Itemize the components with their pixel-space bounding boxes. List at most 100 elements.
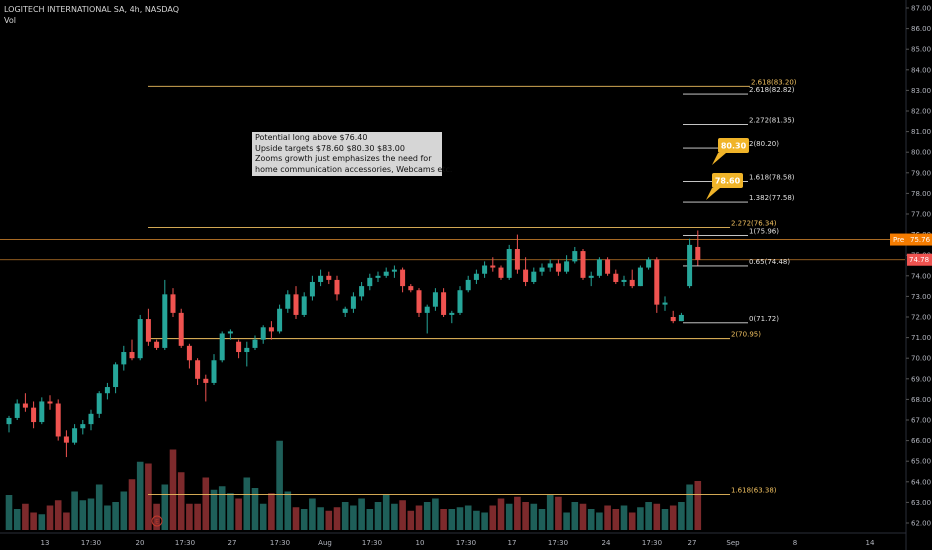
- annotation-note[interactable]: Potential long above $76.40 Upside targe…: [252, 132, 452, 176]
- candle-body[interactable]: [236, 341, 242, 353]
- candle-body[interactable]: [203, 378, 209, 383]
- candle-body[interactable]: [6, 417, 12, 425]
- volume-bar: [251, 488, 259, 530]
- candle-body[interactable]: [47, 401, 53, 404]
- candle-body[interactable]: [72, 428, 78, 443]
- candle-body[interactable]: [342, 308, 348, 313]
- candle-body[interactable]: [154, 341, 160, 348]
- candle-body[interactable]: [96, 393, 102, 414]
- candle-body[interactable]: [350, 296, 356, 309]
- candle-body[interactable]: [441, 292, 447, 315]
- candle-body[interactable]: [449, 312, 455, 315]
- candle-body[interactable]: [506, 249, 512, 278]
- candle-body[interactable]: [162, 294, 168, 348]
- candle-body[interactable]: [252, 339, 258, 348]
- candle-body[interactable]: [318, 275, 324, 282]
- candle-body[interactable]: [22, 403, 28, 408]
- candle-body[interactable]: [31, 407, 37, 423]
- candle-body[interactable]: [137, 319, 143, 359]
- candle-body[interactable]: [547, 263, 553, 268]
- candle-body[interactable]: [260, 327, 266, 340]
- candle-body[interactable]: [383, 271, 389, 276]
- candle-body[interactable]: [564, 261, 570, 272]
- candle-body[interactable]: [695, 246, 701, 260]
- earnings-event-icon[interactable]: [151, 515, 163, 527]
- candle-body[interactable]: [457, 290, 463, 313]
- candle-body[interactable]: [613, 273, 619, 282]
- candle-body[interactable]: [432, 292, 438, 307]
- candle-body[interactable]: [55, 403, 61, 437]
- volume-bar: [309, 498, 316, 530]
- volume-bar: [13, 509, 21, 530]
- volume-bar: [481, 512, 488, 530]
- candle-body[interactable]: [170, 294, 176, 313]
- candle-body[interactable]: [605, 259, 611, 274]
- candle-body[interactable]: [293, 294, 299, 315]
- candle-body[interactable]: [178, 312, 184, 346]
- candle-body[interactable]: [531, 271, 537, 282]
- candle-body[interactable]: [211, 360, 217, 383]
- candle-body[interactable]: [88, 413, 94, 425]
- target-callout-box[interactable]: [712, 173, 743, 189]
- candle-body[interactable]: [621, 279, 627, 282]
- candle-body[interactable]: [285, 294, 291, 309]
- candle-body[interactable]: [408, 286, 414, 291]
- candle-body[interactable]: [219, 333, 225, 361]
- candle-body[interactable]: [687, 244, 693, 287]
- candle-body[interactable]: [555, 263, 561, 272]
- candle-body[interactable]: [301, 296, 307, 315]
- candle-body[interactable]: [465, 279, 471, 291]
- candle-body[interactable]: [326, 275, 332, 280]
- candle-body[interactable]: [277, 308, 283, 332]
- candle-body[interactable]: [195, 360, 201, 379]
- target-callout-box[interactable]: [718, 138, 749, 154]
- candle-body[interactable]: [334, 279, 340, 295]
- candle-body[interactable]: [104, 387, 110, 394]
- candle-body[interactable]: [400, 269, 406, 287]
- candle-body[interactable]: [654, 259, 660, 305]
- candle-body[interactable]: [145, 319, 151, 342]
- price-axis-label: 83.00: [911, 87, 931, 95]
- candle-body[interactable]: [482, 265, 488, 274]
- candle-body[interactable]: [39, 401, 45, 423]
- candle-body[interactable]: [678, 314, 684, 322]
- candle-body[interactable]: [473, 273, 479, 280]
- candle-body[interactable]: [637, 267, 643, 287]
- candle-body[interactable]: [227, 331, 233, 334]
- candle-body[interactable]: [391, 269, 397, 272]
- candle-body[interactable]: [523, 269, 529, 282]
- candle-body[interactable]: [375, 275, 381, 278]
- candle-body[interactable]: [662, 302, 668, 305]
- candle-body[interactable]: [596, 259, 602, 276]
- candle-body[interactable]: [514, 249, 520, 270]
- candle-body[interactable]: [309, 281, 315, 297]
- volume-bar: [235, 498, 242, 530]
- candle-body[interactable]: [121, 352, 127, 365]
- candle-body[interactable]: [14, 403, 20, 418]
- candle-body[interactable]: [80, 424, 86, 429]
- candle-body[interactable]: [367, 277, 373, 287]
- candle-body[interactable]: [129, 352, 135, 359]
- candle-body[interactable]: [670, 317, 676, 322]
- candle-body[interactable]: [646, 259, 652, 268]
- candle-body[interactable]: [498, 267, 504, 278]
- candle-body[interactable]: [588, 275, 594, 278]
- candle-body[interactable]: [572, 251, 578, 262]
- candle-body[interactable]: [268, 327, 274, 332]
- candle-body[interactable]: [244, 347, 250, 353]
- candle-body[interactable]: [186, 345, 192, 361]
- candle-body[interactable]: [113, 364, 119, 388]
- candle-body[interactable]: [539, 267, 545, 272]
- candle-body[interactable]: [63, 436, 69, 443]
- candle-body[interactable]: [490, 265, 496, 268]
- target-callout-pointer: [706, 188, 720, 201]
- candle-body[interactable]: [629, 279, 635, 287]
- candle-body[interactable]: [416, 290, 422, 313]
- fib-level-label: 2.272(76.34): [731, 220, 777, 228]
- time-axis-label: 17: [508, 539, 517, 547]
- candle-body[interactable]: [424, 306, 430, 313]
- candle-body[interactable]: [359, 286, 365, 297]
- candle-body[interactable]: [580, 251, 586, 278]
- volume-bar: [95, 484, 103, 530]
